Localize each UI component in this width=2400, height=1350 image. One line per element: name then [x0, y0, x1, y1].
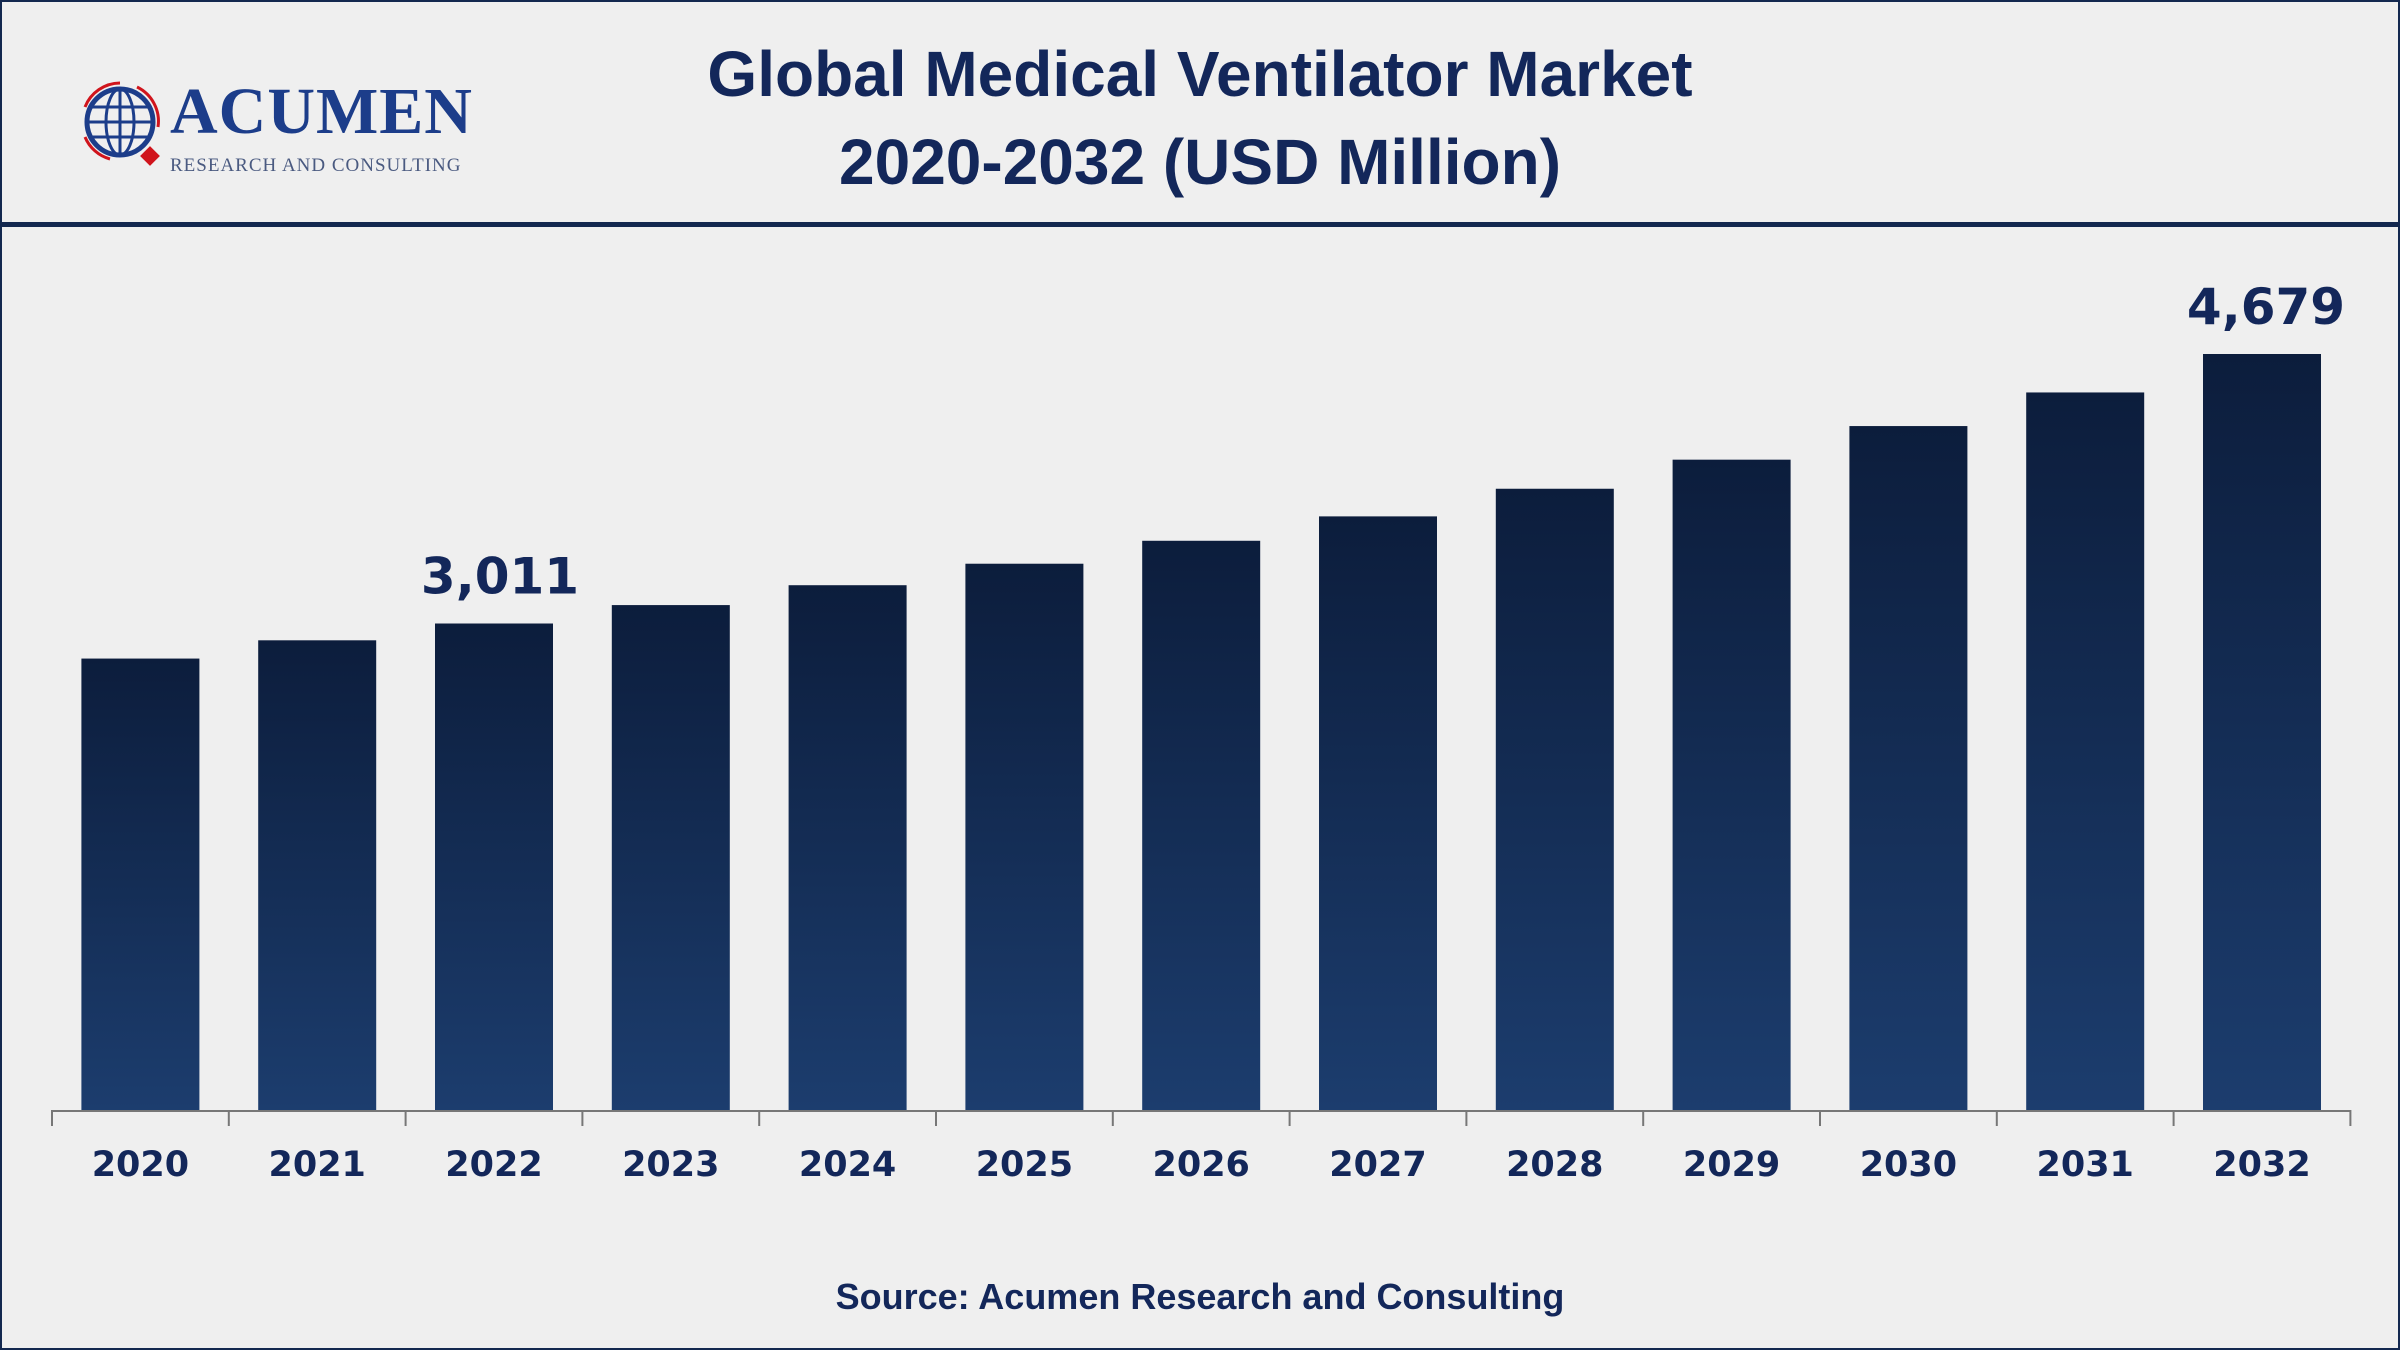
x-tick-label: 2029 — [1683, 1145, 1780, 1185]
bar-2022 — [435, 623, 553, 1110]
data-label: 3,011 — [421, 548, 579, 606]
bar-2028 — [1495, 488, 1614, 1111]
globe-icon — [83, 81, 160, 166]
bar-2026 — [1142, 540, 1261, 1110]
bar-2023 — [611, 605, 730, 1110]
data-label: 4,679 — [2187, 278, 2345, 336]
bar-2020 — [81, 658, 200, 1110]
title-line-2: 2020-2032 (USD Million) — [839, 126, 1561, 198]
x-tick-label: 2022 — [445, 1145, 542, 1185]
header-divider — [0, 222, 2400, 227]
x-tick-label: 2027 — [1329, 1145, 1426, 1185]
x-tick-label: 2030 — [1860, 1145, 1957, 1185]
source-note: Source: Acumen Research and Consulting — [835, 1276, 1565, 1317]
bar-2024 — [788, 585, 907, 1110]
x-tick-label: 2031 — [2036, 1145, 2133, 1185]
bar-2030 — [1849, 426, 1968, 1111]
bar-2025 — [965, 563, 1084, 1110]
chart-title: Global Medical Ventilator Market 2020-20… — [540, 30, 1860, 206]
x-tick-label: 2032 — [2213, 1145, 2310, 1185]
x-tick-label: 2024 — [799, 1145, 896, 1185]
x-tick-label: 2026 — [1152, 1145, 1249, 1185]
x-tick-label: 2020 — [92, 1145, 189, 1185]
x-tick-label: 2025 — [976, 1145, 1073, 1185]
logo-tagline: RESEARCH AND CONSULTING — [170, 155, 462, 176]
bar-2029 — [1672, 459, 1791, 1111]
x-tick-label: 2023 — [622, 1145, 719, 1185]
bar-2032 — [2203, 354, 2321, 1110]
bar-2031 — [2026, 392, 2145, 1111]
x-tick-label: 2021 — [268, 1145, 365, 1185]
bar-2027 — [1319, 516, 1437, 1110]
x-tick-label: 2028 — [1506, 1145, 1603, 1185]
bar-2021 — [258, 640, 377, 1110]
acumen-logo: Acumen RESEARCH AND CONSULTING — [75, 75, 475, 185]
title-line-1: Global Medical Ventilator Market — [707, 38, 1693, 110]
logo-name: Acumen — [170, 75, 473, 148]
